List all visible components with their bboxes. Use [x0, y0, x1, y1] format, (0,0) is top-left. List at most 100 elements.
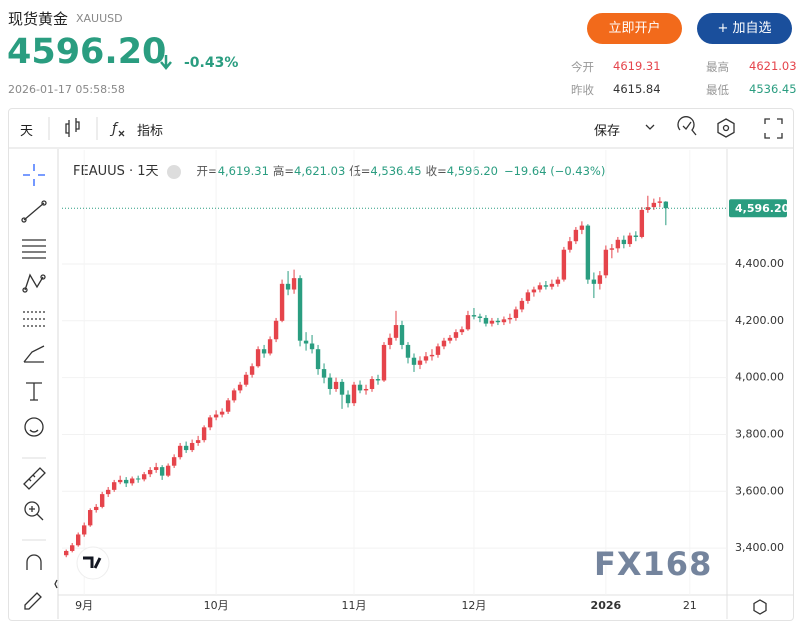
legend-label: 收= [425, 164, 447, 178]
candle-body [345, 394, 351, 404]
candle-body [483, 317, 489, 324]
y-tick-label: 4,000.00 [735, 371, 784, 384]
candle-body [195, 440, 201, 443]
candle-body [207, 417, 213, 428]
y-tick-label: 4,200.00 [735, 314, 784, 327]
indicators[interactable]: 指标 [137, 124, 164, 139]
down-arrow [160, 55, 172, 70]
button[interactable]: 立即开户 [587, 13, 682, 44]
legend-value: 4,536.45 [370, 164, 422, 178]
candle-body [297, 278, 303, 341]
candle-body [333, 381, 339, 389]
stat-label: 昨收 [571, 83, 594, 97]
candle-body [135, 478, 141, 480]
candle-body [459, 329, 465, 333]
ruler-tool[interactable] [23, 467, 46, 490]
candle-body [609, 248, 615, 250]
candle-body [231, 390, 237, 401]
candle-body [225, 400, 231, 412]
candle-body [249, 366, 255, 375]
magnet-tool[interactable] [26, 554, 42, 570]
candle-body [111, 482, 117, 490]
candle-body [375, 379, 381, 381]
candle-body [369, 379, 375, 389]
legend-symbol: FEAUUS · 1天 [73, 164, 159, 179]
x-tick-label: 10月 [204, 599, 229, 612]
zoom-tool[interactable] [24, 501, 40, 517]
candle-body [405, 344, 411, 358]
candle-body [255, 349, 261, 367]
candle-body [165, 465, 171, 476]
candle-body [351, 384, 357, 404]
fx-icon[interactable]: ƒ [109, 121, 119, 137]
stat-value: 4536.45 [749, 82, 797, 96]
candle-body [585, 225, 591, 280]
candle-body [519, 300, 525, 310]
candle-body [267, 339, 273, 354]
candle-body [393, 325, 399, 338]
candle-body [543, 285, 549, 287]
save[interactable]: 保存 [594, 124, 621, 139]
lock-tool[interactable] [24, 592, 42, 610]
y-tick-label: 4,400.00 [735, 257, 784, 270]
candle-body [159, 467, 165, 476]
candle-body [435, 346, 441, 355]
candle-body [429, 354, 435, 357]
candle-body [387, 337, 393, 345]
stat-label: 最低 [706, 83, 729, 97]
candle-body [153, 467, 159, 470]
candle-icon[interactable] [65, 118, 80, 137]
chevron[interactable] [645, 124, 655, 130]
brush-tool[interactable] [23, 345, 45, 363]
candle-body [237, 384, 243, 391]
snapshot-icon[interactable] [677, 116, 697, 136]
hide-button[interactable] [166, 164, 181, 179]
candle-body [453, 332, 459, 338]
stat-value: 4615.84 [613, 82, 661, 96]
button[interactable]: + 加自选 [697, 13, 792, 44]
collapse[interactable] [54, 579, 58, 589]
candle-body [591, 279, 597, 284]
axis-settings[interactable] [753, 599, 767, 615]
legend-change: −19.64 (−0.43%) [503, 164, 606, 178]
emoji-tool[interactable] [24, 417, 44, 437]
change: -0.43% [184, 55, 239, 71]
cross-tool[interactable] [23, 164, 45, 186]
candle-body [63, 550, 69, 556]
candle-body [219, 411, 225, 415]
candle-body [447, 337, 453, 341]
pattern-tool[interactable] [24, 273, 44, 291]
x-tick-label: 9月 [75, 599, 93, 612]
symbol: XAUUSD [76, 12, 123, 25]
candle-body [105, 489, 111, 495]
candle-body [525, 292, 531, 301]
candle-body [123, 479, 129, 484]
line-tool[interactable] [23, 202, 45, 221]
candle-body [597, 275, 603, 284]
candle-body [477, 316, 483, 318]
watermark: FX168 [594, 545, 712, 583]
interval[interactable]: 天 [20, 124, 34, 139]
candle-body [441, 340, 447, 347]
candle-body [87, 510, 93, 526]
legend-label: 高= [272, 164, 295, 178]
stat-value: 4619.31 [613, 59, 661, 73]
fullscreen-icon[interactable] [764, 118, 783, 139]
candle-body [549, 283, 555, 287]
legend: FEAUUS · 1天 开=4,619.31 高=4,621.03 低=4,536.4… [73, 160, 605, 179]
settings-icon[interactable] [717, 118, 735, 138]
last-price-tag [729, 199, 787, 218]
candle-body [363, 388, 369, 391]
last-price-label: 4,596.20 [735, 202, 790, 215]
candle-body [501, 319, 507, 323]
candle-body [321, 369, 327, 378]
candle-body [81, 525, 87, 535]
legend-value: 4,596.20 [446, 164, 498, 178]
legend-value: 4,621.03 [294, 164, 346, 178]
candle-body [303, 340, 309, 344]
text-tool[interactable] [26, 382, 42, 401]
fib-tool[interactable] [22, 239, 46, 259]
